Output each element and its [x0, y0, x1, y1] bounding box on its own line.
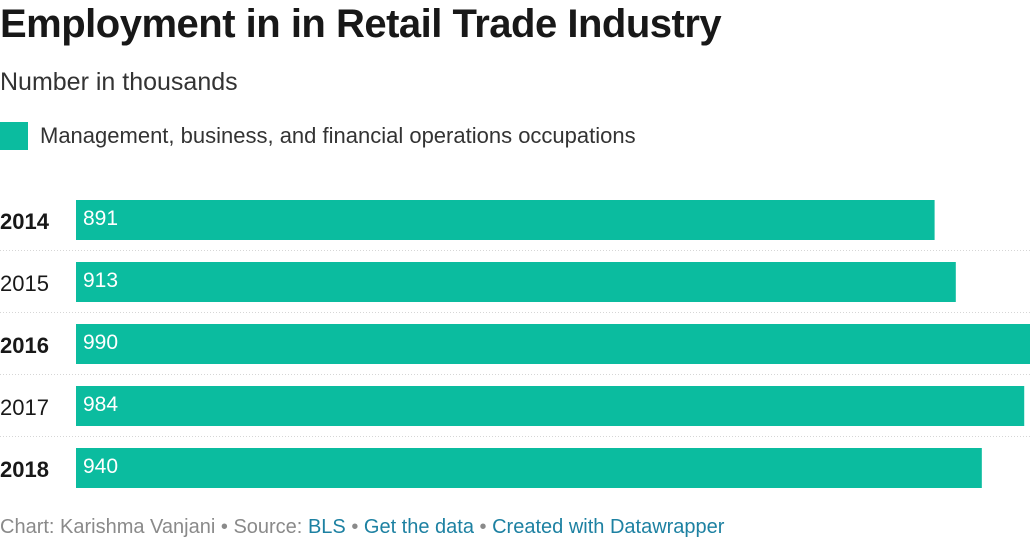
category-label: 2017 — [0, 395, 49, 420]
data-label: 940 — [83, 455, 118, 478]
category-label: 2014 — [0, 209, 50, 234]
bar-2015 — [76, 262, 956, 302]
chart-footer: Chart: Karishma Vanjani • Source: BLS • … — [0, 514, 724, 540]
chart-subtitle: Number in thousands — [0, 68, 238, 96]
footer-separator: • — [220, 516, 228, 538]
bar-2017 — [76, 386, 1025, 426]
footer-separator: • — [351, 516, 359, 538]
legend-swatch — [0, 122, 28, 150]
chart-legend: Management, business, and financial oper… — [0, 120, 636, 152]
bar-2014 — [76, 200, 935, 240]
data-label: 891 — [83, 207, 118, 230]
footer-source-prefix: Source: — [233, 516, 303, 538]
datawrapper-link[interactable]: Created with Datawrapper — [492, 516, 725, 538]
legend-label: Management, business, and financial oper… — [40, 123, 636, 148]
category-label: 2015 — [0, 271, 49, 296]
footer-separator: • — [479, 516, 487, 538]
footer-credit: Chart: Karishma Vanjani — [0, 516, 216, 538]
data-label: 990 — [83, 331, 118, 354]
category-label: 2016 — [0, 333, 49, 358]
get-data-link[interactable]: Get the data — [363, 516, 474, 538]
bar-2016 — [76, 324, 1030, 364]
data-label: 913 — [83, 269, 118, 292]
source-link[interactable]: BLS — [307, 516, 346, 538]
bar-2018 — [76, 448, 982, 488]
category-label: 2018 — [0, 457, 49, 482]
chart-title: Employment in in Retail Trade Industry — [0, 2, 722, 46]
data-label: 984 — [83, 393, 118, 416]
